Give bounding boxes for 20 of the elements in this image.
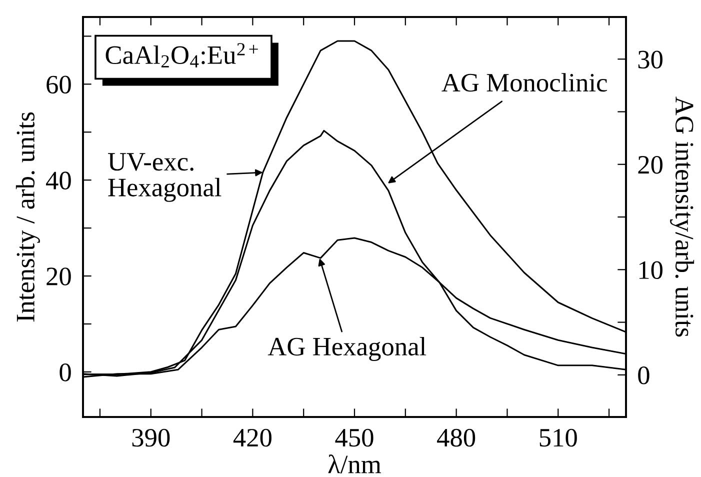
y2-tick-label: 20 [638,156,662,174]
y2-tick-label: 30 [638,50,662,69]
y-tick-label: 20 [46,268,71,286]
y-tick-label: 40 [46,172,71,190]
annotation: CaAl$_{2}$O$_{4}$:Eu$^{2+}$ [106,43,258,68]
x-tick-label: 510 [540,428,577,447]
y-axis-title: Intensity / arb. units [16,112,40,322]
y2-tick-label: 10 [639,261,662,280]
y-tick-label: 0 [60,364,71,382]
annotation: AG Monoclinic [442,73,607,92]
y2-axis-title: AG intensity/arb. units [670,96,694,337]
x-tick-label: 450 [335,428,374,447]
x-tick-label: 480 [437,428,476,447]
annotation: UV-exc. Hexagonal [108,153,222,202]
x-tick-label: 390 [132,428,170,447]
x-tick-label: 420 [233,428,272,447]
y-tick-label: 60 [46,76,71,94]
x-axis-title: λ/nm [328,454,382,474]
y2-tick-label: 0 [638,366,650,384]
annotation: AG Hexagonal [268,336,426,361]
